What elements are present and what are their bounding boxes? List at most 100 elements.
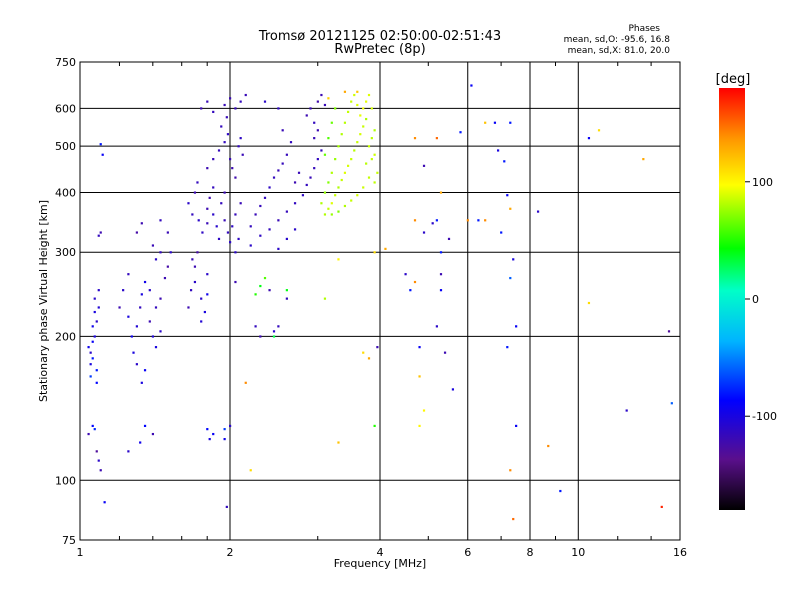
data-point [97,289,100,292]
data-point [356,103,359,107]
data-point [225,116,228,119]
x-axis-label: Frequency [MHz] [334,557,426,570]
data-point [191,258,194,261]
data-point [89,363,92,366]
data-point [313,167,316,170]
data-point [293,228,297,231]
data-point [340,133,343,136]
data-point [139,441,142,444]
data-point [435,219,438,222]
data-point [301,194,305,197]
data-point [443,351,447,354]
data-point [229,158,232,161]
data-point [154,258,158,261]
data-point [376,346,379,349]
data-point [367,145,371,148]
data-point [259,234,262,237]
data-point [225,505,228,509]
data-point [229,424,232,428]
data-point [493,121,497,124]
data-point [212,432,215,436]
data-point [200,320,203,323]
data-point [215,225,218,228]
y-tick-label: 75 [62,534,76,547]
data-point [418,424,421,428]
data-point [470,84,473,87]
data-point [159,251,162,254]
data-point [277,107,280,110]
data-point [509,207,512,210]
data-point [340,178,343,182]
colorbar-label: [deg] [716,72,751,87]
data-point [536,210,540,213]
data-point [285,297,288,300]
data-point [277,247,280,250]
data-point [268,186,271,189]
data-point [509,276,512,280]
data-point [320,93,323,97]
data-point [97,306,100,309]
data-point [223,191,226,194]
stats-line-o: mean, sd,O: -95.6, 16.8 [564,35,671,45]
data-point [330,171,333,174]
data-point [127,450,130,453]
data-point [272,330,276,333]
stats-heading: Phases [628,24,660,34]
data-point [200,297,203,300]
data-point [515,325,518,328]
data-point [509,469,512,472]
data-point [91,340,94,343]
data-point [97,459,100,462]
data-point [506,194,509,197]
data-point [327,181,330,184]
data-point [239,202,242,205]
data-point [413,280,417,284]
data-point [193,191,197,194]
data-point [313,121,316,124]
data-point [223,141,226,144]
data-point [154,306,158,309]
data-point [239,100,242,103]
data-points [87,84,673,521]
data-point [660,505,663,509]
data-point [206,207,209,210]
data-point [376,171,379,174]
data-point [439,289,443,292]
chart-title: Tromsø 20121125 02:50:00-02:51:43 [258,29,501,44]
grid [80,62,680,540]
data-point [91,424,94,428]
data-point [370,137,373,140]
data-point [285,289,288,292]
data-point [95,369,98,372]
data-point [249,225,252,228]
data-point [206,273,209,276]
data-point [135,363,138,366]
data-point [234,176,237,179]
data-point [289,141,293,144]
data-point [226,231,230,234]
data-point [217,237,221,241]
data-point [373,129,376,132]
data-point [356,194,359,197]
data-point [343,171,347,174]
stats-line-x: mean, sd,X: 81.0, 20.0 [568,46,671,56]
data-point [362,107,365,110]
data-point [135,325,138,328]
data-point [413,137,417,140]
data-point [367,357,371,360]
data-point [166,265,169,268]
x-tick-label: 2 [227,546,234,559]
data-point [439,191,443,194]
data-point [356,141,359,144]
data-point [667,330,671,333]
data-point [353,149,356,152]
data-point [189,289,193,292]
data-point [206,222,209,225]
data-point [277,219,280,222]
data-point [263,196,267,199]
data-point [359,133,362,136]
data-point [208,437,211,441]
data-point [166,231,169,234]
data-point [320,202,323,205]
data-point [249,244,252,247]
